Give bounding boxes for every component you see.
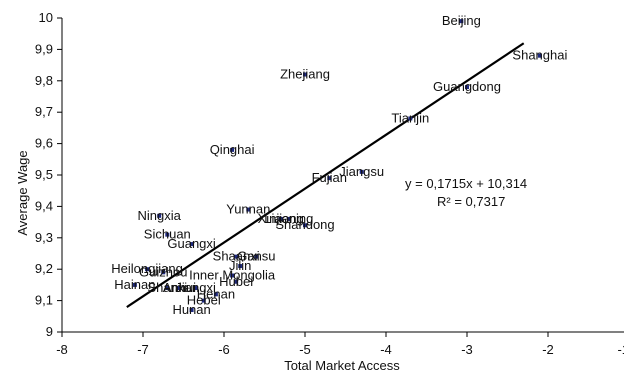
x-tick-label: -5 xyxy=(299,342,311,357)
data-point-jilin xyxy=(238,264,243,269)
point-label: Hunan xyxy=(172,302,210,317)
trendline-layer xyxy=(126,42,525,309)
data-point-beijing xyxy=(459,19,464,24)
point-label: Hainan xyxy=(114,277,155,292)
point-label: Guangdong xyxy=(433,79,501,94)
data-point-gansu xyxy=(254,254,259,259)
data-point-hubei xyxy=(234,279,239,284)
data-point-shandong xyxy=(303,223,307,228)
point-label: Anhui xyxy=(163,280,196,295)
point-label: Heilongjiang xyxy=(111,261,183,276)
y-tick-label: 9,1 xyxy=(35,293,53,308)
point-label: Jilin xyxy=(229,258,251,273)
point-label: Hebei xyxy=(187,293,221,308)
data-point-guizhou xyxy=(161,270,166,275)
data-point-ningxia xyxy=(157,213,162,218)
point-label: Shanxi xyxy=(147,280,187,295)
point-label: Shanghai xyxy=(512,48,567,63)
y-axis-title: Average Wage xyxy=(15,150,30,235)
x-tick-label: -4 xyxy=(380,342,392,357)
data-point-shanghai xyxy=(537,53,542,58)
data-point-hainan xyxy=(132,282,137,287)
y-tick-label: 9 xyxy=(46,324,53,339)
point-label: Fujian xyxy=(312,170,347,185)
data-point-fujian xyxy=(327,176,332,181)
data-point-tianjin xyxy=(408,116,413,121)
y-tick-label: 9,4 xyxy=(35,198,53,213)
data-point-xinjiang xyxy=(278,216,283,221)
points-layer xyxy=(132,19,542,313)
data-point-sichuan xyxy=(165,232,170,237)
point-label: Beijing xyxy=(442,13,481,28)
data-point-heilongjiang xyxy=(145,267,150,272)
data-point-qinghai xyxy=(230,147,235,152)
x-tick-label: -2 xyxy=(542,342,554,357)
data-point-hunan xyxy=(189,308,194,313)
point-label: Ningxia xyxy=(138,208,182,223)
point-label: Qinghai xyxy=(210,142,255,157)
data-point-inner-mongolia xyxy=(230,273,235,278)
y-tick-label: 9,7 xyxy=(35,104,53,119)
labels-layer: Beijing Shanghai Zhejiang Guangdong Tianjin Q… xyxy=(111,13,567,317)
x-tick-label: -8 xyxy=(56,342,68,357)
y-tick-label: 9,9 xyxy=(35,41,53,56)
point-label: Zhejiang xyxy=(280,67,330,82)
point-label: Liaoning xyxy=(264,211,313,226)
trendline-equation: y = 0,1715x + 10,314 xyxy=(405,176,527,191)
data-point-guangdong xyxy=(465,85,469,90)
data-point-yunnan xyxy=(246,207,251,212)
point-label: Xinjiang xyxy=(258,211,304,226)
data-point-guangxi xyxy=(189,242,194,247)
x-tick-label: -1 xyxy=(617,342,624,357)
data-point-jiangxi xyxy=(193,286,198,291)
y-ticks: 9 9,1 9,2 9,3 9,4 9,5 9,6 9,7 9,8 9,9 10 xyxy=(35,10,62,339)
point-label: Yunnan xyxy=(226,202,270,217)
data-point-henan xyxy=(213,292,218,297)
x-ticks: -8 -7 -6 -5 -4 -3 -2 -1 xyxy=(56,332,624,357)
point-label: Sichuan xyxy=(144,227,191,242)
data-point-shanxi xyxy=(165,286,170,291)
x-tick-label: -6 xyxy=(218,342,230,357)
point-label: Hubei xyxy=(219,274,253,289)
point-label: Tianjin xyxy=(391,110,429,125)
data-point-zhejiang xyxy=(303,72,307,77)
trendline-r-squared: R² = 0,7317 xyxy=(437,194,505,209)
data-point-jiangsu xyxy=(359,169,364,174)
point-label: Shaanxi xyxy=(213,249,260,264)
data-point-hebei xyxy=(201,298,206,303)
point-label: Guangxi xyxy=(167,236,216,251)
y-tick-label: 9,8 xyxy=(35,73,53,88)
y-tick-label: 9,6 xyxy=(35,136,53,151)
y-tick-label: 9,2 xyxy=(35,261,53,276)
point-label: Jiangxi xyxy=(175,280,216,295)
y-tick-label: 10 xyxy=(39,10,53,25)
point-label: Inner Mongolia xyxy=(189,267,276,282)
y-tick-label: 9,3 xyxy=(35,230,53,245)
point-label: Henan xyxy=(197,286,235,301)
x-tick-label: -7 xyxy=(137,342,149,357)
x-tick-label: -3 xyxy=(461,342,473,357)
data-point-liaoning xyxy=(286,216,291,221)
point-label: Jiangsu xyxy=(339,164,384,179)
data-point-shaanxi xyxy=(234,254,239,259)
point-label: Shandong xyxy=(275,217,334,232)
point-label: Gansu xyxy=(237,249,275,264)
y-tick-label: 9,5 xyxy=(35,167,53,182)
trendline xyxy=(126,42,525,309)
data-point-anhui xyxy=(177,286,182,291)
x-axis-title: Total Market Access xyxy=(284,358,400,373)
point-label: Guizhou xyxy=(139,264,187,279)
